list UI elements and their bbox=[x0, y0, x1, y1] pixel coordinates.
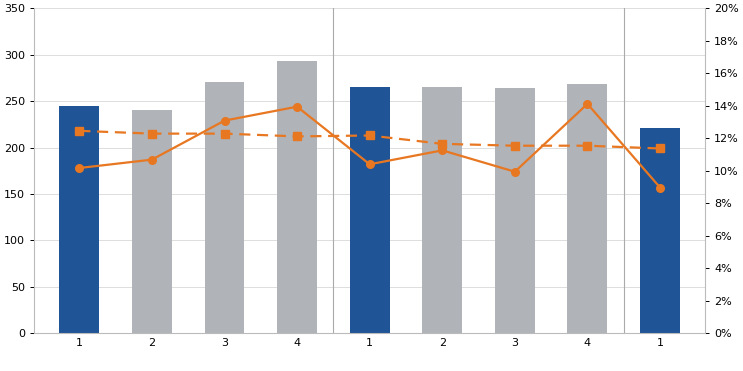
Bar bbox=[132, 111, 172, 334]
Bar bbox=[350, 87, 389, 334]
Bar bbox=[568, 84, 608, 334]
Bar bbox=[277, 61, 317, 334]
Bar bbox=[495, 88, 535, 334]
Bar bbox=[640, 128, 680, 334]
Bar bbox=[204, 82, 244, 334]
Bar bbox=[59, 106, 100, 334]
Bar bbox=[422, 87, 462, 334]
